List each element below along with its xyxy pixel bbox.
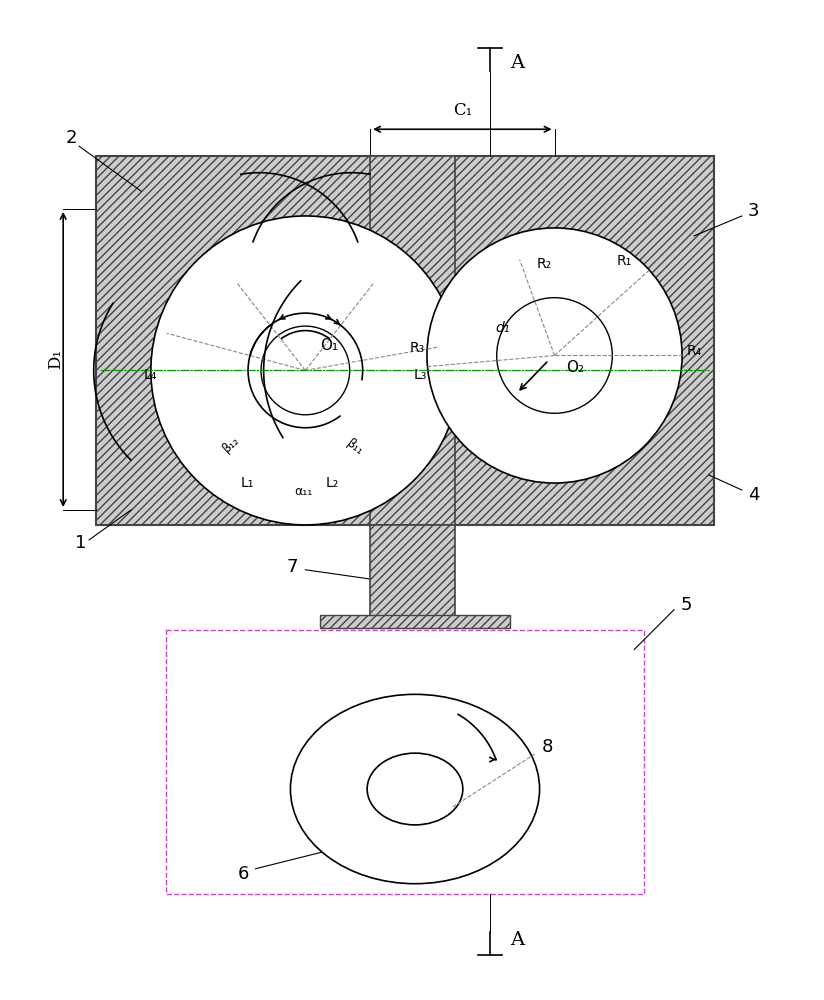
- Text: β₁₁: β₁₁: [344, 437, 366, 458]
- Ellipse shape: [368, 753, 463, 825]
- Ellipse shape: [290, 694, 540, 884]
- Bar: [96, 156, 714, 525]
- Text: 6: 6: [238, 865, 249, 883]
- Text: C₁: C₁: [452, 102, 472, 119]
- Text: L₁: L₁: [240, 476, 254, 490]
- Text: 3: 3: [748, 202, 760, 220]
- Text: 2: 2: [65, 129, 77, 147]
- Bar: [166, 630, 644, 894]
- Circle shape: [497, 298, 612, 413]
- Text: d₁: d₁: [495, 321, 510, 335]
- Circle shape: [427, 228, 682, 483]
- Text: A: A: [510, 931, 524, 949]
- Circle shape: [261, 326, 349, 415]
- Text: R₄: R₄: [687, 344, 702, 358]
- Text: O₁: O₁: [321, 338, 339, 353]
- Circle shape: [151, 216, 460, 525]
- Bar: [321, 615, 510, 628]
- Text: R₁: R₁: [616, 254, 631, 268]
- Text: A: A: [510, 54, 524, 72]
- Text: O₂: O₂: [566, 360, 584, 375]
- Text: 1: 1: [76, 534, 87, 552]
- Text: R₂: R₂: [537, 257, 552, 271]
- Text: L₃: L₃: [414, 368, 427, 382]
- Text: 5: 5: [681, 596, 692, 614]
- Bar: [370, 156, 455, 525]
- Text: D₁: D₁: [47, 349, 63, 369]
- Bar: [370, 525, 455, 620]
- Text: R₃: R₃: [410, 341, 424, 355]
- Text: L₂: L₂: [325, 476, 339, 490]
- Text: 8: 8: [542, 738, 553, 756]
- Text: 4: 4: [748, 486, 760, 504]
- Bar: [370, 156, 455, 525]
- Text: α₁₁: α₁₁: [294, 485, 312, 498]
- Text: 7: 7: [287, 558, 298, 576]
- Text: L₄: L₄: [143, 368, 157, 382]
- Text: β₁₂: β₁₂: [220, 434, 242, 455]
